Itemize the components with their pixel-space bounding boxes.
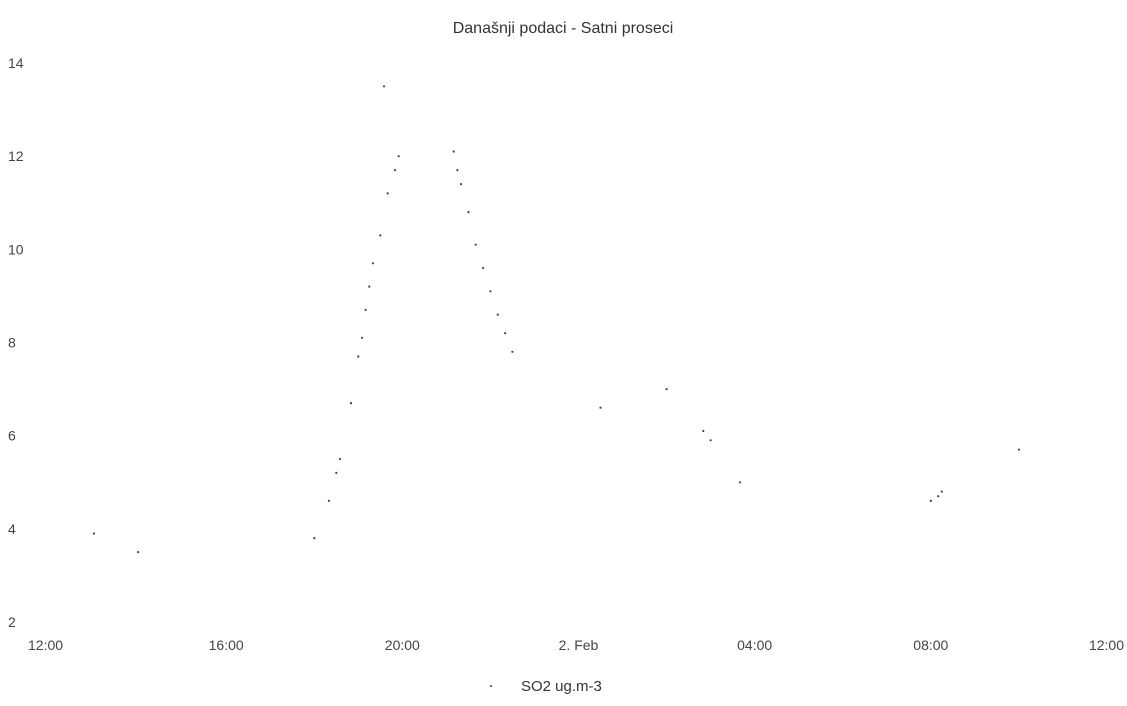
data-point[interactable]: [489, 290, 492, 293]
x-tick-label: 16:00: [209, 637, 244, 653]
y-tick-label: 4: [8, 521, 16, 537]
data-point[interactable]: [349, 402, 353, 405]
data-point[interactable]: [313, 537, 316, 540]
data-point[interactable]: [482, 266, 485, 270]
data-point[interactable]: [474, 243, 477, 246]
data-point[interactable]: [460, 183, 463, 186]
data-point[interactable]: [137, 551, 140, 554]
data-point[interactable]: [360, 336, 364, 339]
x-tick-label: 12:00: [28, 637, 63, 653]
y-tick-label: 6: [8, 428, 16, 444]
y-axis: 2 4 6 8 10 12 14: [8, 55, 24, 630]
data-point[interactable]: [357, 355, 360, 358]
data-point[interactable]: [496, 313, 499, 316]
data-point[interactable]: [709, 439, 712, 442]
data-point[interactable]: [371, 262, 375, 265]
x-tick-label: 2. Feb: [559, 637, 599, 653]
data-point[interactable]: [738, 481, 742, 484]
legend[interactable]: SO2 ug.m-3: [490, 678, 602, 695]
data-point[interactable]: [335, 471, 338, 474]
y-tick-label: 12: [8, 148, 24, 164]
data-point[interactable]: [379, 234, 382, 237]
chart-title: Današnji podaci - Satni proseci: [453, 20, 674, 37]
data-point[interactable]: [397, 155, 400, 158]
data-point[interactable]: [929, 499, 932, 502]
data-point[interactable]: [1017, 448, 1021, 451]
data-point[interactable]: [382, 85, 386, 88]
data-point[interactable]: [665, 388, 668, 391]
data-point[interactable]: [386, 192, 389, 195]
data-point[interactable]: [393, 169, 397, 172]
data-point[interactable]: [364, 308, 367, 311]
y-tick-label: 14: [8, 55, 24, 71]
y-tick-label: 2: [8, 614, 16, 630]
data-point[interactable]: [940, 490, 943, 493]
data-point[interactable]: [702, 429, 705, 433]
data-point[interactable]: [937, 495, 940, 498]
x-tick-label: 20:00: [385, 637, 420, 653]
legend-marker: [490, 685, 492, 687]
legend-label: SO2 ug.m-3: [521, 678, 602, 695]
y-tick-label: 8: [8, 335, 16, 351]
data-point[interactable]: [368, 285, 371, 288]
data-point[interactable]: [338, 457, 341, 461]
plot-area: [92, 85, 1021, 554]
x-tick-label: 12:00: [1089, 637, 1124, 653]
data-point[interactable]: [92, 532, 96, 535]
data-point[interactable]: [511, 350, 514, 353]
data-point[interactable]: [327, 499, 330, 502]
data-point[interactable]: [467, 211, 470, 214]
y-tick-label: 10: [8, 241, 24, 257]
data-point[interactable]: [599, 406, 602, 409]
x-axis: 12:00 16:00 20:00 2. Feb 04:00 08:00 12:00: [28, 637, 1124, 653]
x-tick-label: 08:00: [913, 637, 948, 653]
data-point[interactable]: [504, 332, 507, 335]
data-point[interactable]: [452, 150, 455, 153]
data-point[interactable]: [456, 169, 459, 172]
x-tick-label: 04:00: [737, 637, 772, 653]
